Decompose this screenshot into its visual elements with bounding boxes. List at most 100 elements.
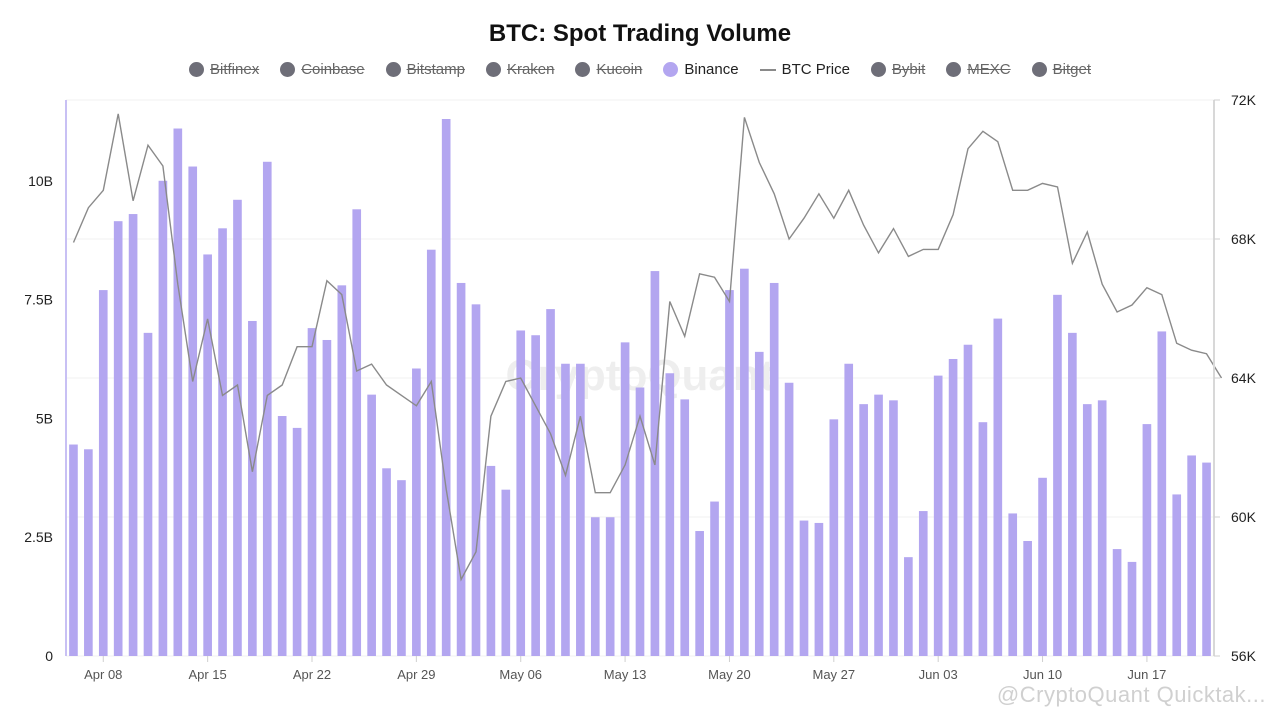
legend-item-binance[interactable]: Binance bbox=[663, 61, 739, 78]
binance-bars bbox=[69, 119, 1211, 657]
volume-bar bbox=[904, 557, 913, 656]
x-tick-label: Jun 17 bbox=[1127, 667, 1166, 682]
volume-bar bbox=[516, 330, 526, 656]
legend-item-mexc[interactable]: MEXC bbox=[946, 61, 1011, 78]
legend-item-bitstamp[interactable]: Bitstamp bbox=[385, 61, 465, 78]
left-tick-label: 5B bbox=[36, 410, 53, 426]
volume-bar bbox=[546, 309, 555, 656]
left-axis-ticks: 0 2.5B 5B 7.5B 10B bbox=[24, 173, 53, 664]
volume-bar bbox=[307, 328, 317, 656]
volume-bar bbox=[948, 358, 958, 656]
volume-bar bbox=[978, 422, 988, 656]
volume-bar bbox=[1187, 455, 1196, 656]
legend-label: Coinbase bbox=[301, 61, 365, 78]
left-tick-label: 0 bbox=[45, 648, 53, 664]
volume-bar bbox=[262, 161, 272, 656]
right-tick-label: 60K bbox=[1231, 509, 1257, 525]
volume-bar bbox=[426, 249, 436, 656]
volume-bar bbox=[69, 444, 78, 656]
volume-bar bbox=[248, 320, 257, 656]
legend-item-bitfinex[interactable]: Bitfinex bbox=[189, 61, 259, 78]
legend-item-kucoin[interactable]: Kucoin bbox=[575, 61, 642, 78]
volume-bar bbox=[725, 290, 734, 656]
volume-bar bbox=[173, 128, 183, 656]
volume-bar bbox=[576, 363, 585, 656]
volume-bar bbox=[859, 404, 868, 656]
legend-item-coinbase[interactable]: Coinbase bbox=[280, 61, 365, 78]
legend-item-kraken[interactable]: Kraken bbox=[485, 61, 554, 78]
chart-legend: Bitfinex Coinbase Bitstamp Kraken Kucoin Bina… bbox=[0, 61, 1280, 78]
volume-bar bbox=[441, 119, 451, 656]
legend-dot-marker bbox=[485, 62, 501, 77]
legend-dot-marker bbox=[1031, 62, 1047, 77]
legend-label: MEXC bbox=[967, 61, 1011, 78]
volume-bar bbox=[1023, 540, 1032, 656]
legend-label: BTC Price bbox=[781, 61, 850, 78]
volume-bar bbox=[501, 489, 511, 656]
volume-bar bbox=[1127, 561, 1137, 656]
right-axis-ticks: 56K 60K 64K 68K 72K bbox=[1214, 92, 1257, 664]
volume-bar bbox=[367, 394, 376, 656]
x-tick-label: May 06 bbox=[499, 667, 542, 682]
legend-item-bybit[interactable]: Bybit bbox=[870, 61, 925, 78]
volume-bar bbox=[695, 531, 704, 656]
legend-item-btc-price[interactable]: BTC Price bbox=[759, 61, 850, 78]
legend-dot-marker bbox=[663, 62, 679, 77]
legend-label: Kucoin bbox=[596, 61, 643, 78]
legend-dot-marker bbox=[280, 62, 296, 77]
volume-bar bbox=[471, 304, 481, 656]
legend-label: Binance bbox=[684, 61, 739, 78]
legend-dot-marker bbox=[946, 62, 962, 77]
volume-bar bbox=[769, 282, 779, 656]
volume-bar bbox=[1157, 331, 1167, 656]
volume-bar bbox=[292, 427, 302, 656]
legend-dot-marker bbox=[385, 62, 401, 77]
x-tick-label: Jun 10 bbox=[1023, 667, 1062, 682]
right-tick-label: 56K bbox=[1231, 648, 1257, 664]
x-tick-label: Apr 15 bbox=[188, 667, 226, 682]
volume-bar bbox=[799, 520, 809, 656]
right-tick-label: 64K bbox=[1231, 370, 1257, 386]
volume-bar bbox=[620, 342, 630, 656]
volume-bar bbox=[993, 318, 1003, 656]
volume-bar bbox=[918, 511, 928, 656]
x-tick-label: Apr 08 bbox=[84, 667, 122, 682]
volume-bar bbox=[412, 368, 421, 656]
volume-bar bbox=[277, 416, 287, 656]
volume-bar bbox=[665, 373, 675, 656]
volume-bar bbox=[98, 290, 108, 656]
volume-bar bbox=[1142, 424, 1152, 656]
volume-bar bbox=[322, 339, 332, 656]
volume-bar bbox=[531, 335, 540, 656]
volume-bar bbox=[605, 517, 615, 656]
x-axis-ticks: Apr 08 Apr 15 Apr 22 Apr 29 May 06 May 13 May … bbox=[84, 656, 1166, 682]
volume-bar bbox=[337, 285, 347, 656]
right-tick-label: 72K bbox=[1231, 92, 1257, 108]
volume-bar bbox=[1112, 549, 1122, 656]
volume-bar bbox=[1202, 462, 1211, 656]
volume-bar bbox=[352, 209, 362, 657]
left-tick-label: 2.5B bbox=[24, 529, 53, 545]
volume-bar bbox=[710, 501, 719, 656]
legend-label: Bitstamp bbox=[406, 61, 465, 78]
volume-bar bbox=[1082, 404, 1092, 656]
volume-bar bbox=[188, 166, 198, 656]
right-tick-label: 68K bbox=[1231, 231, 1257, 247]
volume-bar bbox=[233, 199, 242, 657]
x-tick-label: May 13 bbox=[604, 667, 647, 682]
x-tick-label: May 20 bbox=[708, 667, 751, 682]
left-tick-label: 10B bbox=[28, 173, 53, 189]
volume-bar bbox=[1008, 513, 1018, 656]
btc-price-line bbox=[72, 113, 1223, 582]
legend-dot-marker bbox=[575, 62, 591, 77]
volume-bar bbox=[1097, 400, 1107, 656]
legend-item-bitget[interactable]: Bitget bbox=[1031, 61, 1091, 78]
x-tick-label: Apr 22 bbox=[293, 667, 331, 682]
x-tick-label: May 27 bbox=[812, 667, 855, 682]
volume-bar bbox=[963, 344, 973, 656]
volume-bar bbox=[680, 399, 690, 656]
legend-dot-marker bbox=[870, 62, 886, 77]
volume-bar bbox=[382, 468, 391, 656]
volume-bar bbox=[158, 180, 168, 657]
